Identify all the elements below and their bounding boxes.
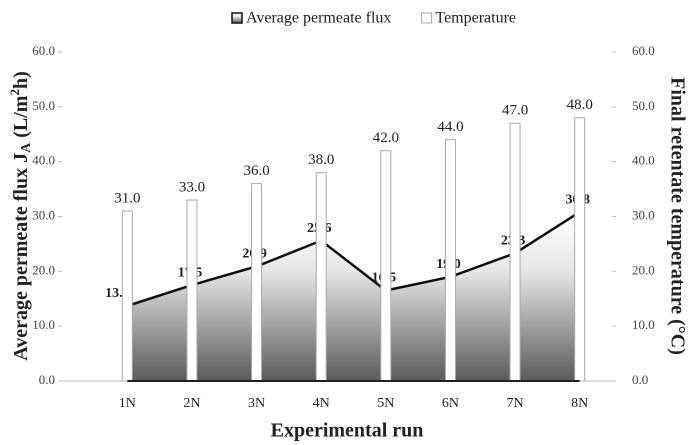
y2-tick-label: 0.0 [632,372,648,387]
x-tick-label: 4N [313,396,330,411]
x-axis-title: Experimental run [271,420,424,442]
data-label: 38.0 [308,152,334,168]
legend-swatch [231,12,243,24]
data-label: 47.0 [502,103,528,119]
x-tick-label: 1N [119,396,136,411]
bar [444,139,456,382]
bar [186,199,198,382]
y-tick-label: 0.0 [39,372,55,387]
bar [315,172,327,382]
data-label: 31.0 [114,190,140,206]
y-tick-label: 10.0 [32,317,55,332]
legend: Average permeate flux Temperature [231,10,516,27]
bar [509,122,521,382]
data-label: 33.0 [179,179,205,195]
legend-label: Average permeate flux [246,10,391,27]
y-axis-title-part: Average permeate flux J [10,153,32,361]
bar [574,117,586,382]
y-axis-title-sup: 2 [7,89,22,96]
y2-tick-label: 30.0 [632,207,655,222]
x-tick-label: 5N [377,396,394,411]
y2-tick-label: 10.0 [632,317,655,332]
area-fill [127,212,580,381]
y-tick-label: 20.0 [32,262,55,277]
y-tick-label: 40.0 [32,153,55,168]
bar [380,150,392,382]
y-tick-label: 60.0 [32,43,55,58]
y2-tick-label: 50.0 [632,98,655,113]
bar [251,183,263,382]
line [126,211,581,308]
bar [121,210,133,382]
y-axis-title-sub: A [19,142,34,153]
y-tick-label: 30.0 [32,207,55,222]
x-tick-label: 3N [248,396,265,411]
data-label: 44.0 [437,119,463,135]
x-tick-label: 2N [183,396,200,411]
y-tick-label: 50.0 [32,98,55,113]
y-axis-title-part: (L/m [10,95,32,143]
y2-axis-title: Final retentate temperature (°C) [666,77,688,355]
x-tick-label: 7N [507,396,524,411]
y2-tick-label: 20.0 [632,262,655,277]
legend-swatch [420,12,432,24]
y2-tick-label: 60.0 [632,43,655,58]
x-tick-label: 6N [442,396,459,411]
legend-label: Temperature [435,10,516,27]
data-label: 48.0 [567,97,593,113]
data-label: 42.0 [373,130,399,146]
x-tick-label: 8N [571,396,588,411]
y-axis-title: Average permeate flux JA (L/m2h) [7,71,34,361]
data-label: 36.0 [243,163,269,179]
y-axis-title-part: h) [10,71,32,89]
y2-tick-label: 40.0 [632,153,655,168]
